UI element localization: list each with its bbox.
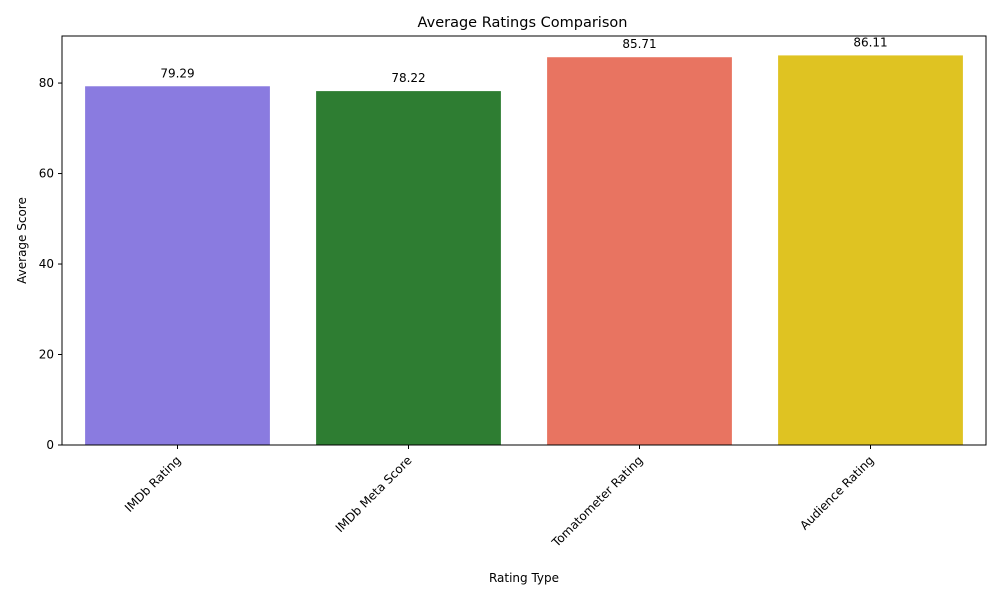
bars-layer: 79.29 78.22 85.71 86.11 (85, 35, 963, 446)
y-tick-label: 60 (39, 167, 54, 181)
x-axis-label: Rating Type (489, 571, 559, 585)
bar-value-label: 86.11 (853, 35, 887, 49)
y-tick-label: 40 (39, 257, 54, 271)
x-tick-label: Tomatometer Rating (549, 453, 646, 550)
bar (85, 86, 270, 445)
y-axis-label: Average Score (15, 197, 29, 284)
x-tick-label: IMDb Meta Score (333, 453, 415, 535)
bar-value-label: 79.29 (160, 66, 194, 80)
y-tick-label: 0 (46, 438, 54, 452)
bar-value-label: 85.71 (622, 37, 656, 51)
x-tick-label: IMDb Rating (122, 453, 184, 515)
x-axis: IMDb Rating IMDb Meta Score Tomatometer Ra… (122, 445, 877, 550)
bar (547, 57, 732, 445)
x-tick-label: Audience Rating (797, 453, 876, 532)
bar (778, 55, 963, 446)
chart-title: Average Ratings Comparison (418, 15, 628, 31)
bar-value-label: 78.22 (391, 71, 425, 85)
y-tick-label: 80 (39, 76, 54, 90)
y-axis: 0 20 40 60 80 (39, 76, 62, 452)
bar (316, 91, 501, 445)
plot-frame (61, 35, 987, 446)
y-tick-label: 20 (39, 348, 54, 362)
